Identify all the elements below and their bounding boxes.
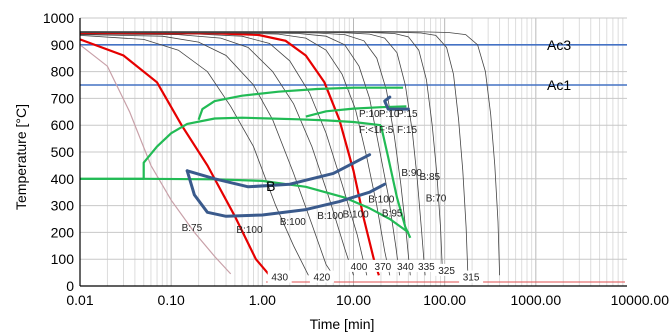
phase-annotation: B:85: [420, 172, 441, 183]
hardness-label-bg: [459, 270, 484, 283]
hardness-label: 340: [397, 262, 414, 273]
bainite-line-1: [185, 153, 372, 189]
y-tick-label: 100: [51, 251, 75, 267]
cooling-curve-3: [79, 35, 309, 276]
y-tick-label: 300: [51, 198, 75, 214]
ref-label-ac1: Ac1: [547, 77, 571, 93]
phase-annotation: B:100: [343, 210, 370, 221]
cooling-curve-7: [79, 31, 380, 276]
ref-label-ac3: Ac3: [547, 37, 571, 53]
y-tick-label: 900: [51, 37, 75, 53]
cooling-curve-9: [79, 32, 400, 276]
hardness-labels: 430 420 400 370 340 335 325 315: [266, 259, 625, 284]
phase-annotation: B:100: [368, 194, 395, 205]
phase-annotation: B:75: [182, 223, 203, 234]
phase-annotation: B:100: [280, 217, 307, 228]
y-tick-label: 200: [51, 224, 75, 240]
hardness-label: 370: [375, 262, 392, 273]
hardness-label-bg: [370, 259, 395, 272]
bainite-line-3: [383, 95, 410, 111]
cooling-curve-2: [79, 38, 271, 277]
transformation-line-3: [305, 105, 407, 118]
phase-annotation: F:5: [379, 125, 394, 136]
x-tick-label: 10000.00: [611, 292, 670, 308]
y-tick-label: 700: [51, 90, 75, 106]
phase-annotation: P:10: [379, 109, 400, 120]
hardness-label: 420: [314, 273, 331, 284]
hardness-label: 315: [463, 273, 480, 284]
y-tick-label: 400: [51, 171, 75, 187]
hardness-label-bg: [393, 259, 418, 272]
bainite-regions: B: [185, 95, 410, 218]
x-tick-label: 0.10: [158, 292, 185, 308]
x-axis-label: Time [min]: [310, 316, 375, 332]
bainite-line-2: [185, 169, 387, 218]
reference-lines: Ac3 Ac1: [80, 37, 627, 93]
grid: [79, 17, 627, 287]
tick-labels: 0 100 200 300 400 500 600 700 800 900 1000 0.01 0.10…: [43, 10, 669, 308]
hardness-label: 400: [351, 262, 368, 273]
hardness-label: 335: [418, 262, 435, 273]
cooling-curves: [79, 31, 500, 277]
phase-annotation: F:15: [397, 125, 417, 136]
x-tick-label: 0.01: [66, 292, 93, 308]
hardness-label-bg: [267, 270, 292, 283]
phase-annotation: P:15: [397, 109, 418, 120]
hardness-label: 430: [271, 273, 288, 284]
cooling-curve-8: [79, 32, 391, 276]
hardness-label-bg: [434, 263, 459, 276]
y-tick-label: 500: [51, 144, 75, 160]
x-tick-label: 10.00: [336, 292, 371, 308]
cooling-curve-5: [79, 33, 354, 276]
cooling-curve-4: [79, 34, 334, 276]
cooling-curve-10: [79, 31, 411, 276]
hardness-label-bg: [414, 259, 439, 272]
axes: [79, 18, 627, 287]
cooling-curve-12: [80, 31, 443, 276]
transformation-regions: [80, 86, 412, 239]
cooling-curve-11: [79, 31, 426, 276]
phase-annotation: B:100: [317, 211, 344, 222]
transformation-line-4: [80, 177, 410, 234]
phase-annotation: B:95: [382, 208, 403, 219]
hardness-label: 325: [438, 266, 455, 277]
y-tick-label: 800: [51, 64, 75, 80]
cooling-curve-6: [79, 33, 368, 276]
x-tick-label: 100.00: [423, 292, 466, 308]
x-tick-label: 1000.00: [511, 292, 562, 308]
y-tick-label: 1000: [43, 10, 74, 26]
y-axis-label: Temperature [°C]: [13, 104, 29, 210]
transformation-line-2: [197, 86, 404, 121]
transformation-line-5: [379, 124, 412, 239]
phase-annotation: P:10: [359, 109, 380, 120]
cooling-curve-14: [80, 31, 500, 276]
phase-annotation: B:90: [401, 168, 422, 179]
x-tick-label: 1.00: [249, 292, 276, 308]
y-tick-label: 600: [51, 117, 75, 133]
phase-annotation: B:100: [236, 225, 263, 236]
region-label-b: B: [266, 178, 275, 194]
phase-annotation: F:<1: [359, 125, 380, 136]
cooling-curve-1: [79, 44, 232, 275]
transformation-line-1: [80, 116, 382, 180]
hardness-label-bg: [309, 270, 334, 283]
y-tick-label: 0: [66, 278, 74, 294]
hardness-label-bg: [347, 259, 371, 272]
phase-annotation: B:70: [426, 194, 447, 205]
